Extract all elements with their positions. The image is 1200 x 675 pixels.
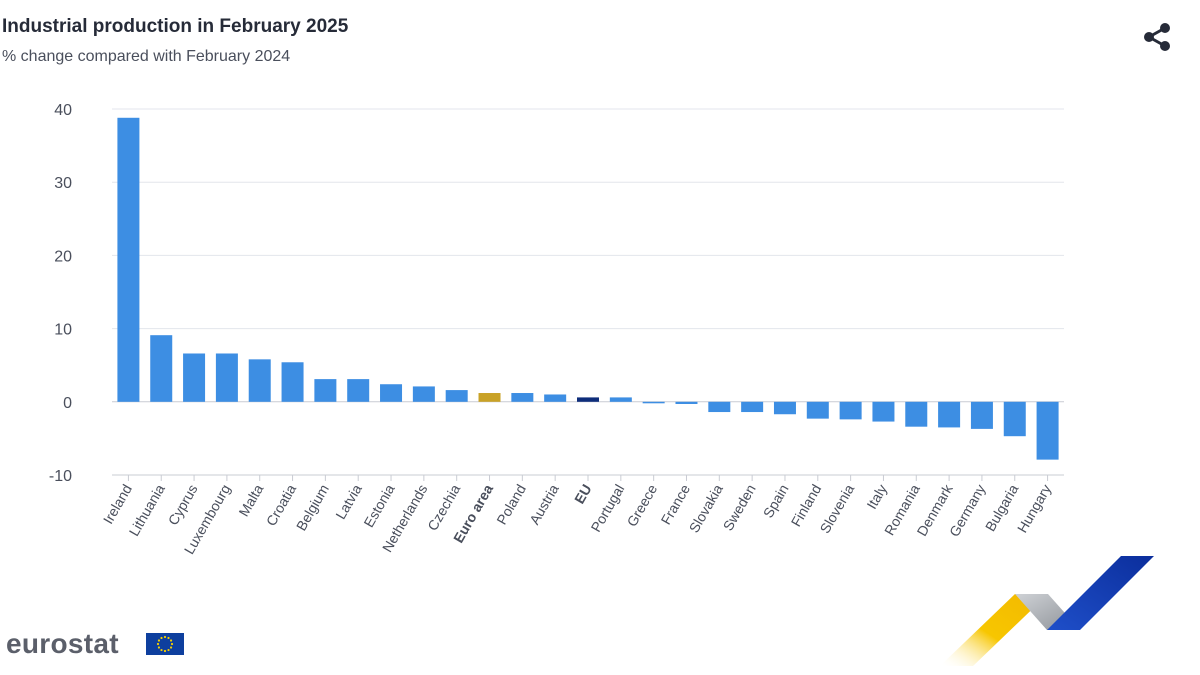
bar-lithuania [150, 335, 173, 402]
flag-star [160, 636, 163, 640]
flag-star [156, 642, 160, 646]
y-tick-label: 10 [54, 322, 72, 339]
bar-france [675, 401, 698, 404]
flag-star [160, 648, 163, 652]
y-tick-label: -10 [49, 468, 72, 485]
x-tick-label: Malta [235, 481, 266, 519]
x-tick-label: Poland [493, 482, 529, 528]
bar-ireland [117, 117, 140, 402]
bar-hungary [1036, 401, 1059, 460]
x-tick-label: Greece [623, 481, 660, 529]
bar-czechia [445, 390, 468, 402]
flag-star [157, 646, 161, 649]
flag-star [157, 639, 161, 642]
flag-star [163, 635, 167, 639]
bar-slovenia [839, 401, 862, 420]
bar-italy [872, 401, 895, 422]
x-tick-label: France [657, 481, 693, 527]
bar-bulgaria [1003, 401, 1026, 437]
bar-austria [544, 394, 567, 402]
bar-malta [248, 359, 271, 402]
chart-title: Industrial production in February 2025 [2, 16, 349, 37]
x-tick-label: EU [571, 482, 595, 507]
bar-portugal [609, 397, 632, 402]
y-tick-label: 30 [54, 175, 72, 192]
bar-croatia [281, 362, 304, 402]
flag-star [167, 636, 170, 640]
x-tick-label: Cyprus [165, 482, 201, 528]
bar-sweden [741, 401, 764, 413]
y-tick-label: 20 [54, 248, 72, 265]
flag-star [167, 648, 170, 652]
bar-cyprus [183, 353, 206, 402]
bar-romania [905, 401, 928, 427]
bar-netherlands [412, 386, 435, 402]
x-tick-label: Ireland [100, 482, 135, 527]
y-tick-label: 40 [54, 102, 72, 119]
x-tick-label: Austria [526, 481, 562, 527]
bar-belgium [314, 379, 337, 402]
bar-spain [773, 401, 796, 415]
bar-eu [577, 397, 599, 402]
bars [117, 117, 1059, 460]
chart-subtitle: % change compared with February 2024 [2, 48, 291, 65]
eu-flag-icon [146, 633, 184, 655]
x-tick-label: Spain [760, 482, 792, 521]
brand-name: eurostat [6, 628, 119, 659]
bar-finland [806, 401, 829, 419]
share-icon[interactable] [1140, 20, 1176, 54]
flag-star [169, 646, 173, 649]
x-tick-label: Croatia [263, 481, 300, 528]
bar-latvia [347, 379, 370, 402]
bar-luxembourg [215, 353, 238, 402]
flag-star [163, 649, 167, 653]
flag-star [169, 639, 173, 642]
y-axis-ticks: -10 0 10 20 30 40 [49, 102, 72, 485]
bar-denmark [938, 401, 961, 428]
bar-poland [511, 393, 534, 402]
x-tick-label: Latvia [332, 481, 365, 522]
eu-ribbon-logo-icon [940, 556, 1154, 666]
bar-estonia [380, 384, 403, 402]
x-tick-label: Italy [863, 482, 890, 512]
bar-greece [642, 401, 665, 404]
bar-slovakia [708, 401, 731, 413]
bar-euro-area [478, 393, 501, 402]
y-tick-label: 0 [63, 395, 72, 412]
flag-star [170, 642, 174, 646]
bar-germany [970, 401, 993, 429]
